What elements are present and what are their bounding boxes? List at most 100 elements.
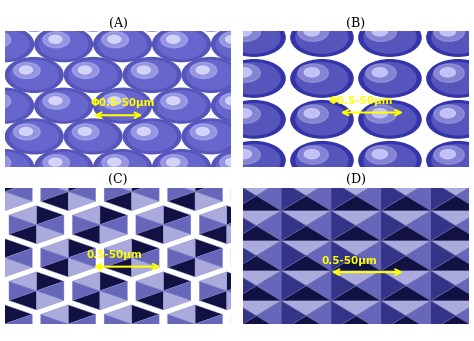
Polygon shape [68,314,96,333]
Circle shape [187,60,235,89]
Circle shape [39,30,88,59]
Polygon shape [281,181,331,196]
Polygon shape [0,239,5,258]
Polygon shape [385,239,413,258]
Circle shape [236,27,251,36]
Polygon shape [195,314,223,333]
Polygon shape [41,258,68,277]
Polygon shape [5,324,32,341]
Circle shape [168,109,183,118]
Polygon shape [431,301,456,331]
Polygon shape [9,338,36,341]
Circle shape [123,119,181,154]
Polygon shape [168,173,195,192]
Polygon shape [36,338,64,341]
Polygon shape [195,305,223,324]
Polygon shape [136,338,164,341]
Polygon shape [100,149,128,168]
Polygon shape [195,173,223,192]
Circle shape [434,146,464,164]
Polygon shape [331,241,381,256]
Circle shape [255,128,268,135]
Polygon shape [281,301,306,331]
Circle shape [137,189,150,197]
Polygon shape [206,331,231,341]
Circle shape [305,0,353,28]
Polygon shape [136,272,164,291]
Circle shape [304,68,319,77]
Polygon shape [390,159,417,178]
Polygon shape [290,338,318,341]
Polygon shape [322,192,349,211]
Circle shape [296,104,348,135]
Polygon shape [294,173,322,192]
Circle shape [155,101,217,138]
Polygon shape [231,151,256,181]
Polygon shape [281,241,306,271]
Circle shape [393,30,441,59]
Polygon shape [358,173,385,192]
Circle shape [402,35,415,43]
Circle shape [64,58,122,92]
Polygon shape [322,248,349,267]
Circle shape [49,35,62,43]
Polygon shape [256,331,281,341]
Circle shape [182,0,240,31]
Polygon shape [263,206,290,225]
Polygon shape [306,301,331,331]
Circle shape [168,27,183,36]
Polygon shape [294,125,322,145]
Circle shape [168,68,183,77]
Polygon shape [281,316,331,331]
Polygon shape [281,226,331,241]
Polygon shape [182,241,231,256]
Polygon shape [136,149,164,168]
Polygon shape [290,215,318,234]
Circle shape [367,186,393,201]
Polygon shape [231,173,258,192]
Circle shape [308,1,335,17]
Polygon shape [104,106,132,125]
Circle shape [236,68,251,77]
Polygon shape [182,316,231,331]
Polygon shape [227,225,254,244]
Circle shape [367,1,393,17]
Circle shape [73,186,99,201]
Circle shape [14,62,40,78]
Polygon shape [385,314,413,333]
Polygon shape [326,338,354,341]
Circle shape [372,109,387,118]
Circle shape [397,155,423,170]
Polygon shape [100,215,128,234]
Circle shape [228,63,280,94]
Polygon shape [390,215,417,234]
Polygon shape [136,206,164,225]
Polygon shape [9,281,36,300]
Polygon shape [9,291,36,310]
Circle shape [373,66,386,74]
Circle shape [284,35,298,43]
Polygon shape [431,256,474,271]
Circle shape [155,0,217,15]
Polygon shape [326,281,354,300]
Polygon shape [381,271,431,286]
Polygon shape [431,181,456,211]
Polygon shape [381,286,431,301]
Polygon shape [231,166,281,181]
Polygon shape [231,211,281,226]
Polygon shape [231,116,258,135]
Polygon shape [168,116,195,135]
Circle shape [230,146,260,164]
Polygon shape [41,173,68,192]
Polygon shape [381,271,406,301]
Circle shape [167,97,180,105]
Polygon shape [182,256,231,271]
Circle shape [191,124,217,140]
Circle shape [304,27,319,36]
Circle shape [230,23,260,41]
Polygon shape [322,106,349,125]
Circle shape [440,150,456,159]
Polygon shape [73,159,100,178]
Polygon shape [182,286,231,301]
Polygon shape [326,291,354,310]
